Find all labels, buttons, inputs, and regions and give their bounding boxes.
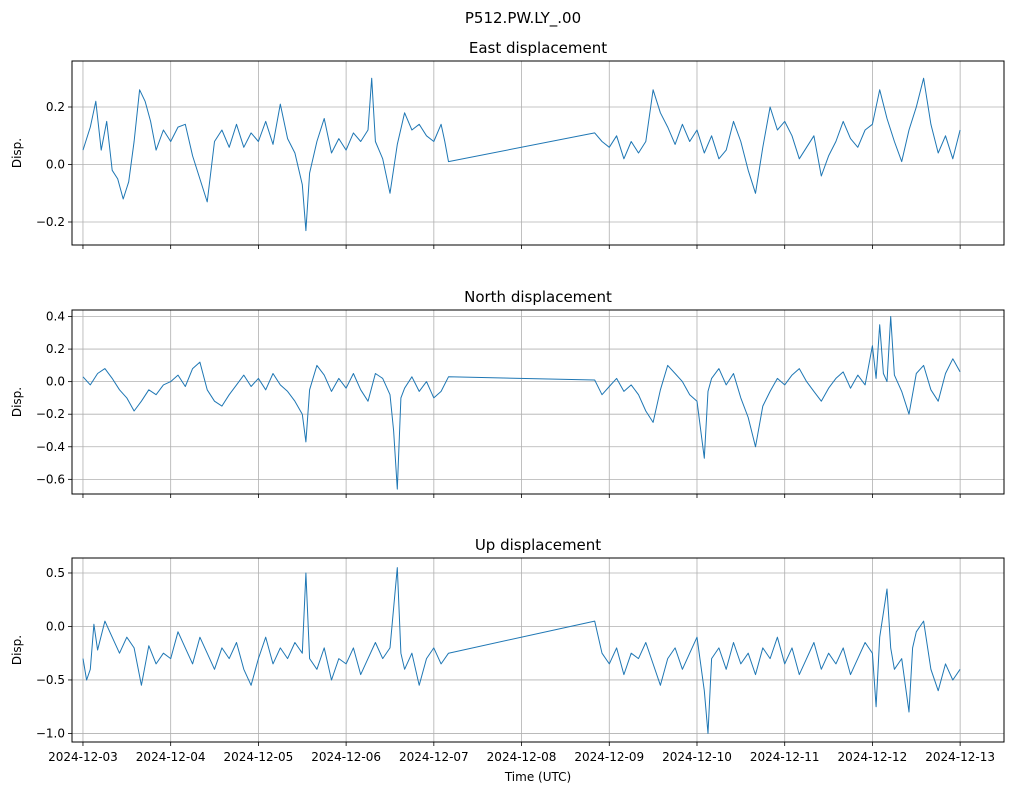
y-tick-label: 0.0	[46, 619, 65, 633]
series-line	[82, 567, 961, 734]
y-axis-label: Disp.	[10, 387, 24, 417]
x-tick-label: 2024-12-03	[48, 750, 118, 764]
axes-frame	[71, 309, 1005, 495]
subplot-2: North displacement −0.6 −0.4 −0.2 0.0 0.2 0.4 D…	[10, 288, 1005, 498]
y-tick-label: 0.0	[46, 158, 65, 172]
x-tick-label: 2024-12-09	[574, 750, 644, 764]
x-tick-label: 2024-12-10	[662, 750, 732, 764]
x-tick-label: 2024-12-07	[399, 750, 469, 764]
y-axis-label: Disp.	[10, 635, 24, 665]
y-axis-label: Disp.	[10, 138, 24, 168]
y-tick-label: −0.5	[36, 673, 65, 687]
axes-frame	[71, 557, 1005, 743]
y-tick-label: −0.2	[36, 215, 65, 229]
y-tick-label: 0.4	[46, 310, 65, 324]
subplot-title: Up displacement	[475, 536, 601, 554]
y-tick-label: 0.2	[46, 342, 65, 356]
y-tick-label: −0.2	[36, 407, 65, 421]
x-tick-label: 2024-12-04	[136, 750, 206, 764]
y-tick-label: 0.0	[46, 375, 65, 389]
subplot-title: East displacement	[469, 39, 607, 57]
y-tick-label: −1.0	[36, 726, 65, 740]
series-line	[82, 316, 961, 490]
x-tick-label: 2024-12-08	[487, 750, 557, 764]
x-axis-label: Time (UTC)	[504, 770, 571, 784]
y-tick-label: −0.4	[36, 440, 65, 454]
figure-title: P512.PW.LY_.00	[465, 9, 581, 28]
subplot-title: North displacement	[464, 288, 612, 306]
x-tick-label: 2024-12-06	[311, 750, 381, 764]
y-tick-label: 0.5	[46, 566, 65, 580]
subplot-3: Up displacement 2024-12-03 2024-12-04 2024-…	[10, 536, 1005, 764]
y-tick-label: −0.6	[36, 472, 65, 486]
x-tick-label: 2024-12-11	[750, 750, 820, 764]
y-tick-label: 0.2	[46, 100, 65, 114]
x-tick-label: 2024-12-12	[838, 750, 908, 764]
x-tick-label: 2024-12-05	[224, 750, 294, 764]
axes-frame	[71, 60, 1005, 246]
series-line	[82, 77, 961, 232]
x-tick-label: 2024-12-13	[925, 750, 995, 764]
subplot-1: East displacement −0.2 0.0 0.2 Disp.	[10, 39, 1005, 249]
